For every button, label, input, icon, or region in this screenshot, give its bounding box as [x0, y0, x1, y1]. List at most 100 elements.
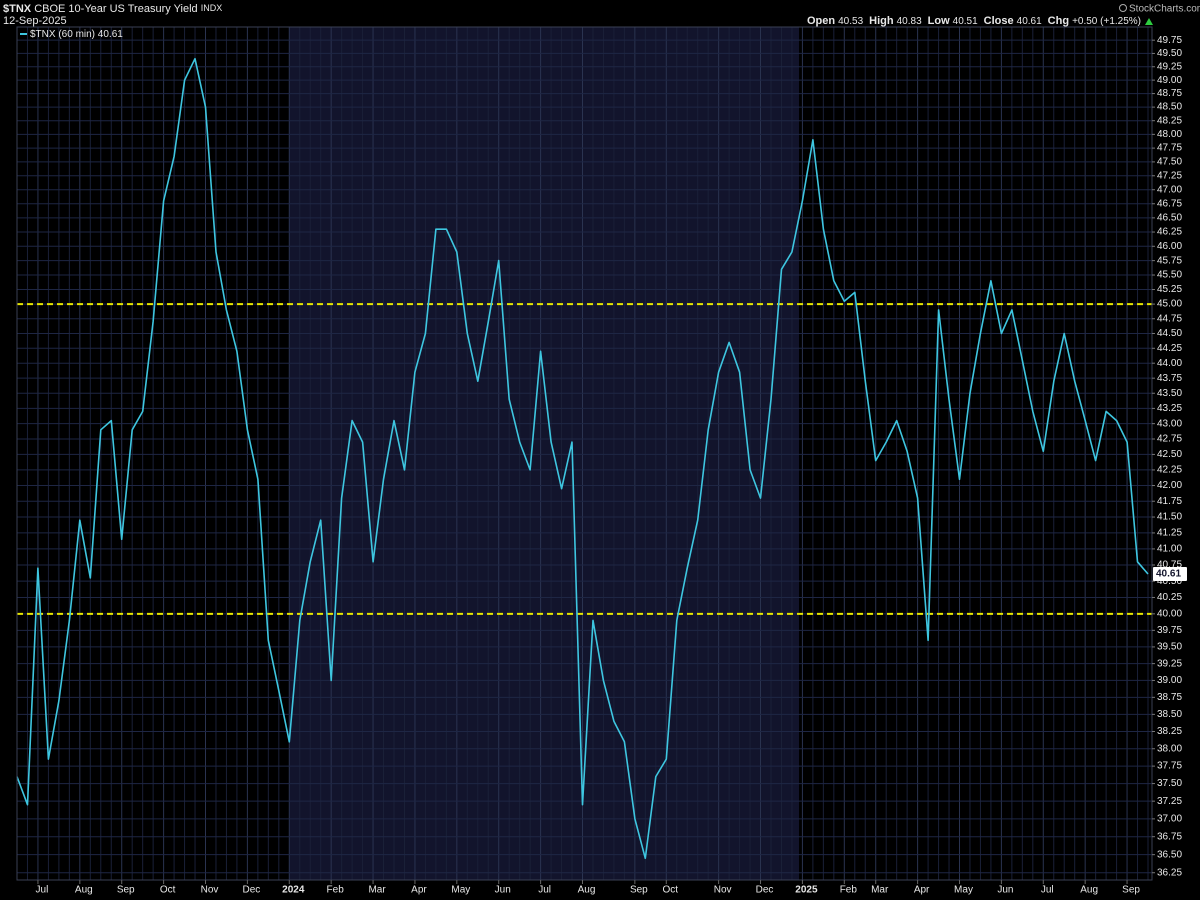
- source: StockCharts.com: [1129, 4, 1200, 15]
- marks: [16, 57, 1152, 860]
- y-tick-label: 47.75: [1157, 143, 1182, 154]
- y-tick-label: 49.50: [1157, 48, 1182, 59]
- y-tick-label: 45.25: [1157, 284, 1182, 295]
- y-tick-label: 44.25: [1157, 343, 1182, 354]
- y-tick-label: 48.00: [1157, 129, 1182, 140]
- x-tick-label: Oct: [662, 885, 678, 896]
- x-tick-label: Jul: [538, 885, 551, 896]
- quote: Open 40.53 High 40.83 Low 40.51 Close 40.61 Chg +…: [807, 15, 1141, 27]
- y-tick-label: 37.50: [1157, 778, 1182, 789]
- quote-label: Chg: [1048, 15, 1069, 27]
- y-tick-label: 39.25: [1157, 658, 1182, 669]
- quote-value: +0.50 (+1.25%): [1072, 16, 1141, 27]
- x-tick-label: Dec: [756, 885, 774, 896]
- legend-entry: $TNX (60 min) 40.61: [30, 29, 123, 40]
- symbol: $TNX: [3, 3, 32, 15]
- y-tick-label: 45.50: [1157, 270, 1182, 281]
- y-tick-label: 45.75: [1157, 255, 1182, 266]
- x-tick-label: Nov: [714, 885, 732, 896]
- y-tick-label: 43.50: [1157, 388, 1182, 399]
- y-tick-label: 41.25: [1157, 528, 1182, 539]
- y-tick-label: 48.50: [1157, 102, 1182, 113]
- y-tick-label: 39.75: [1157, 625, 1182, 636]
- y-tick-label: 47.00: [1157, 184, 1182, 195]
- last-value-label: 40.61: [1156, 569, 1181, 580]
- x-tick-label: Jul: [1041, 885, 1054, 896]
- x-tick-label: Feb: [327, 885, 345, 896]
- y-tick-label: 37.25: [1157, 796, 1182, 807]
- y-tick-label: 41.50: [1157, 512, 1182, 523]
- y-tick-label: 40.75: [1157, 560, 1182, 571]
- x-tick-label: Jun: [495, 885, 511, 896]
- x-tick-label: May: [954, 885, 973, 896]
- x-tick-label: Mar: [368, 885, 386, 896]
- y-tick-label: 45.00: [1157, 299, 1182, 310]
- y-tick-label: 38.50: [1157, 709, 1182, 720]
- date: 12-Sep-2025: [3, 15, 67, 27]
- x-tick-label: Aug: [1080, 885, 1098, 896]
- y-tick-label: 40.25: [1157, 592, 1182, 603]
- x-tick-label: Jul: [36, 885, 49, 896]
- y-tick-label: 36.75: [1157, 831, 1182, 842]
- y-tick-label: 47.25: [1157, 170, 1182, 181]
- exchange: INDX: [201, 3, 223, 13]
- x-tick-label: Apr: [914, 885, 930, 896]
- x-tick-label: Aug: [578, 885, 596, 896]
- x-tick-label: May: [451, 885, 470, 896]
- x-tick-label: Jun: [997, 885, 1013, 896]
- logo-icon: [1119, 4, 1127, 12]
- y-tick-label: 46.00: [1157, 241, 1182, 252]
- x-tick-label: Apr: [411, 885, 427, 896]
- y-tick-label: 42.75: [1157, 434, 1182, 445]
- y-tick-label: 48.75: [1157, 88, 1182, 99]
- up-arrow: [1145, 18, 1153, 25]
- quote-label: Open: [807, 15, 835, 27]
- x-tick-label: Feb: [840, 885, 858, 896]
- chart-title: $TNX CBOE 10-Year US Treasury Yield INDX: [3, 3, 222, 15]
- y-tick-label: 41.75: [1157, 496, 1182, 507]
- y-tick-label: 40.50: [1157, 576, 1182, 587]
- x-tick-label: Mar: [871, 885, 889, 896]
- quote-value: 40.83: [897, 16, 922, 27]
- y-tick-label: 46.25: [1157, 227, 1182, 238]
- y-tick-label: 49.25: [1157, 61, 1182, 72]
- y-tick-label: 46.75: [1157, 198, 1182, 209]
- y-tick-label: 43.00: [1157, 418, 1182, 429]
- instrument-name: CBOE 10-Year US Treasury Yield: [34, 3, 197, 15]
- x-tick-label: Sep: [630, 885, 648, 896]
- quote-value: 40.53: [838, 16, 863, 27]
- y-tick-label: 43.25: [1157, 403, 1182, 414]
- year-shading: [289, 27, 799, 880]
- y-tick-label: 49.00: [1157, 75, 1182, 86]
- y-tick-label: 46.50: [1157, 212, 1182, 223]
- x-tick-label: Sep: [1122, 885, 1140, 896]
- y-tick-label: 48.25: [1157, 115, 1182, 126]
- y-tick-label: 43.75: [1157, 373, 1182, 384]
- quote-label: Close: [984, 15, 1014, 27]
- y-tick-label: 37.75: [1157, 761, 1182, 772]
- quote-label: Low: [928, 15, 950, 27]
- series-line: [16, 57, 1149, 860]
- y-tick-label: 44.75: [1157, 313, 1182, 324]
- y-tick-label: 47.50: [1157, 157, 1182, 168]
- y-tick-label: 44.00: [1157, 358, 1182, 369]
- x-tick-label: Nov: [201, 885, 219, 896]
- y-tick-label: 39.00: [1157, 675, 1182, 686]
- quote-value: 40.61: [1017, 16, 1042, 27]
- y-tick-label: 36.25: [1157, 867, 1182, 878]
- y-tick-label: 37.00: [1157, 814, 1182, 825]
- y-tick-label: 42.00: [1157, 480, 1182, 491]
- legend-value: 40.61: [98, 29, 123, 40]
- y-tick-label: 38.00: [1157, 743, 1182, 754]
- y-tick-label: 44.50: [1157, 328, 1182, 339]
- x-tick-label: Dec: [242, 885, 260, 896]
- x-tick-label: 2024: [282, 885, 305, 896]
- y-tick-label: 38.25: [1157, 726, 1182, 737]
- y-tick-label: 39.50: [1157, 642, 1182, 653]
- y-tick-label: 36.50: [1157, 849, 1182, 860]
- y-tick-label: 42.25: [1157, 465, 1182, 476]
- y-tick-label: 42.50: [1157, 449, 1182, 460]
- quote-label: High: [869, 15, 894, 27]
